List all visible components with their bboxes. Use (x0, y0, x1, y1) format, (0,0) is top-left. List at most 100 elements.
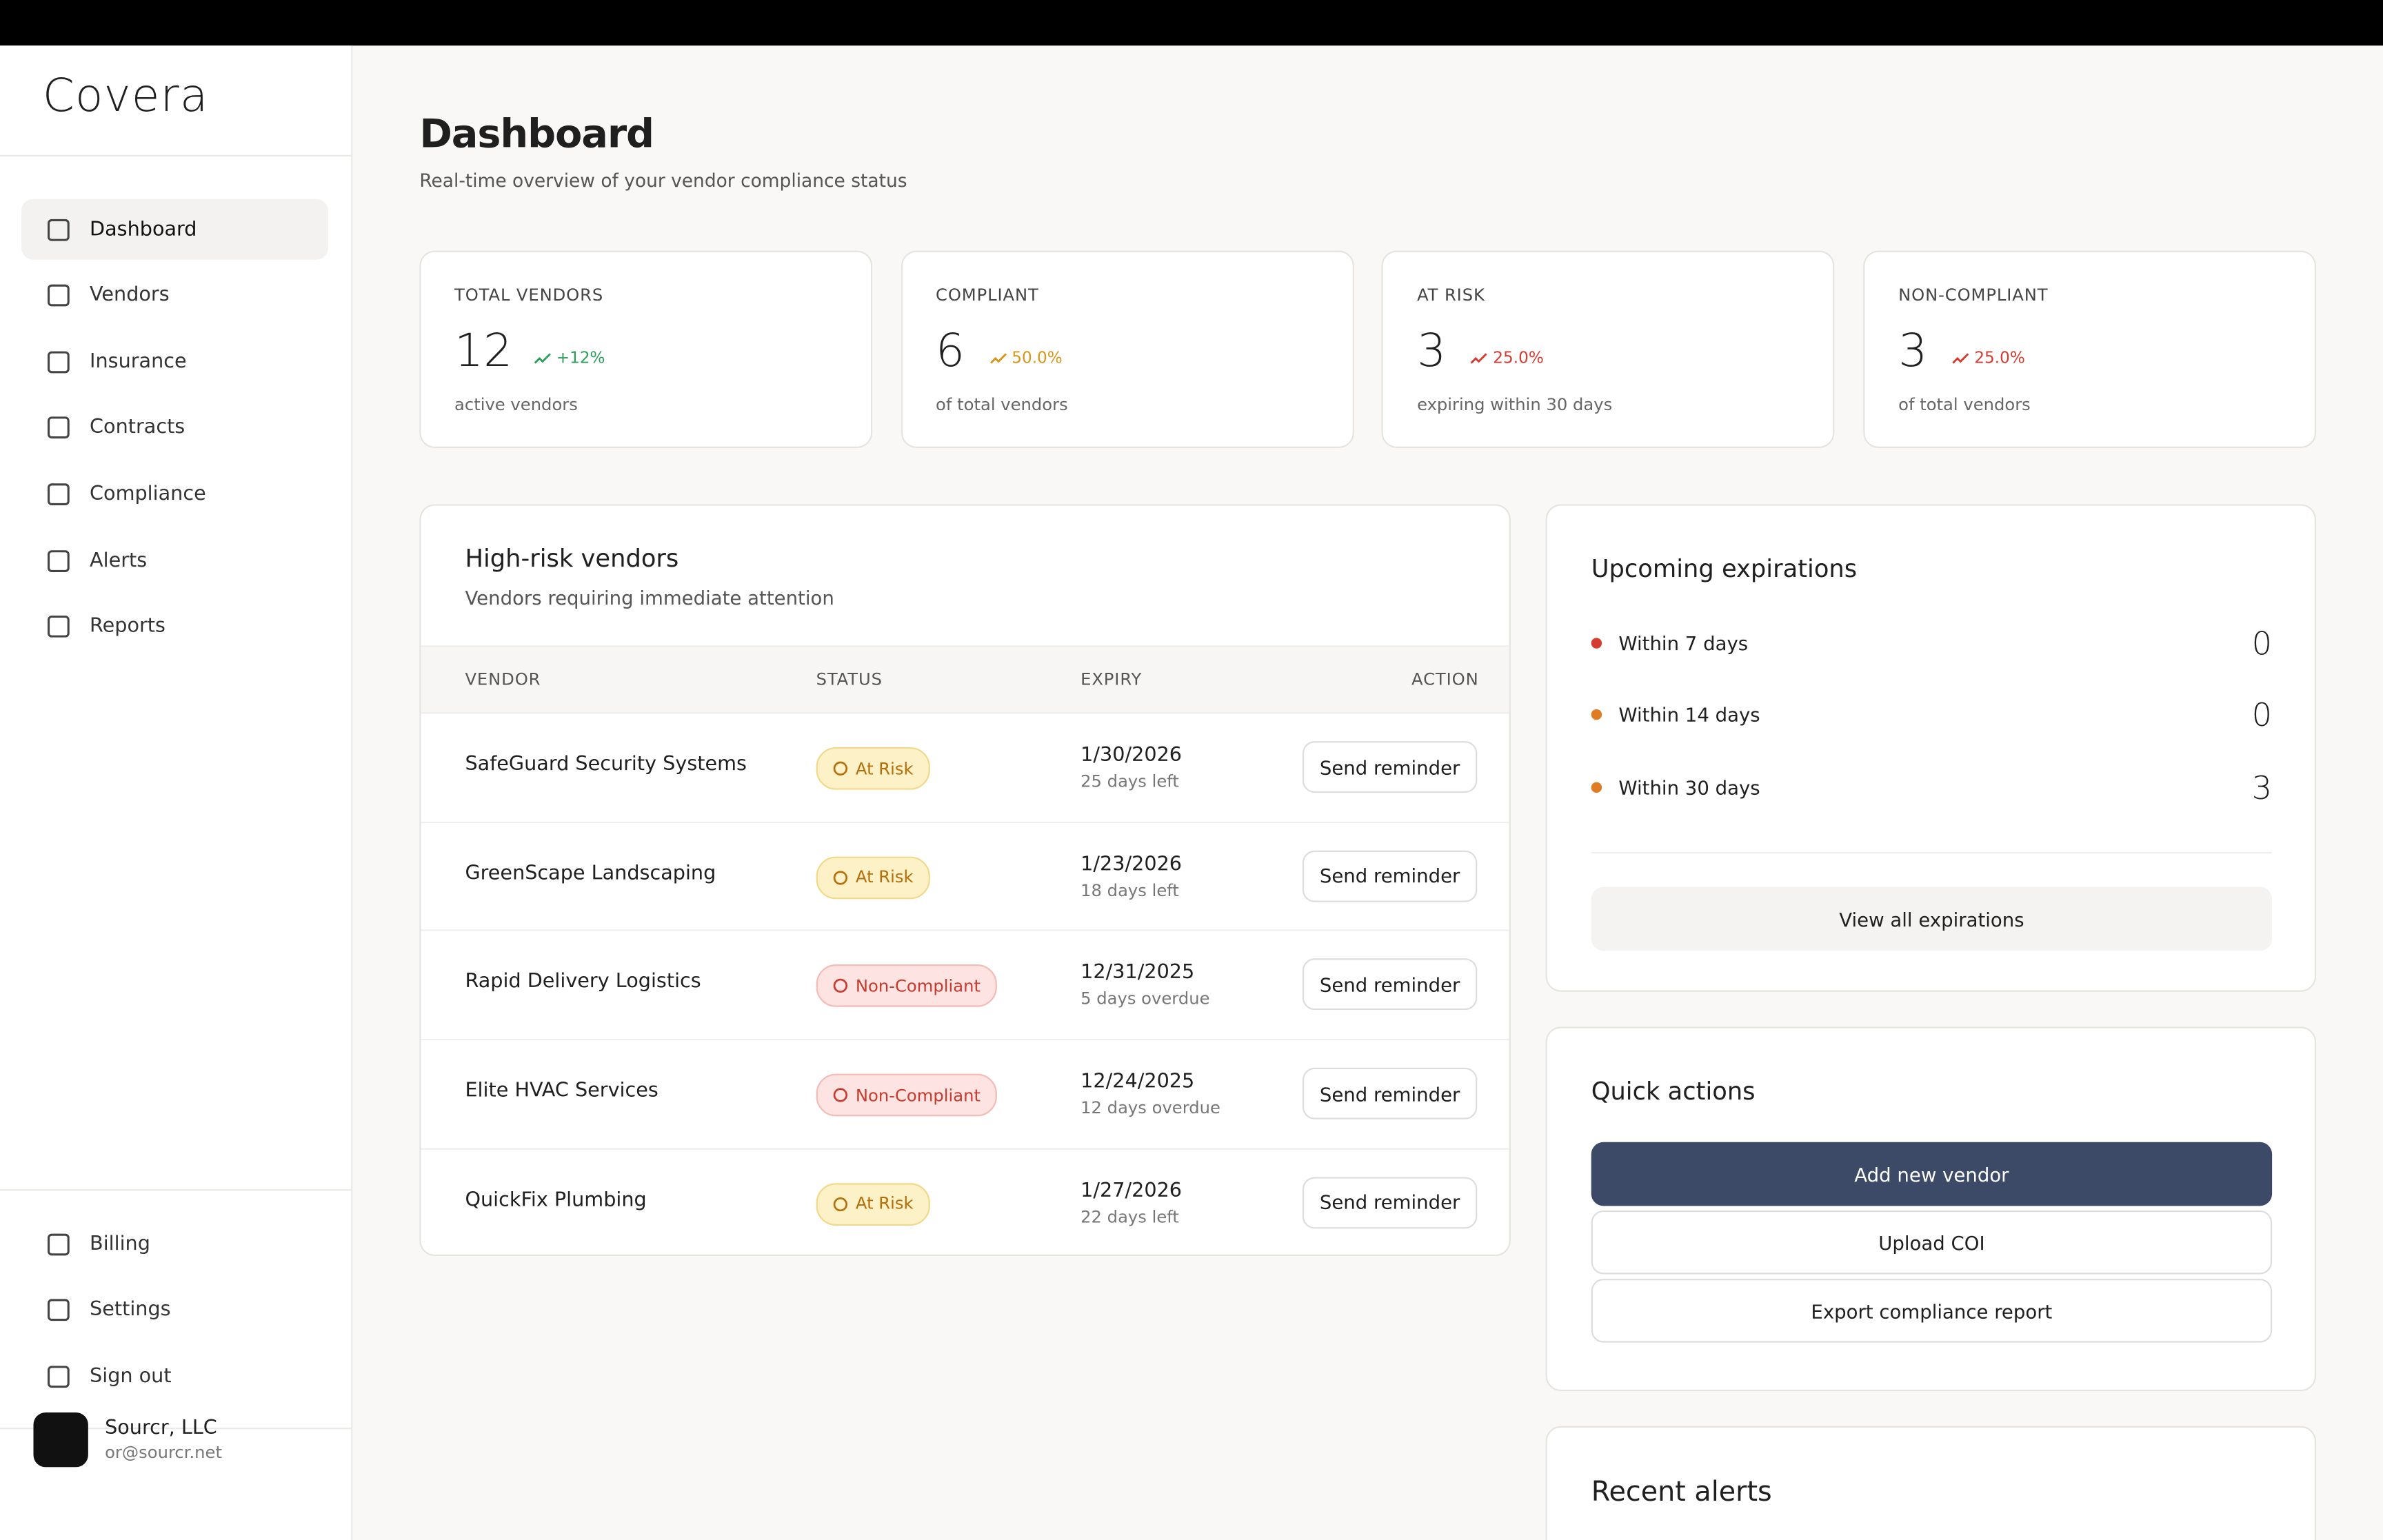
status-badge: At Risk (816, 855, 930, 899)
icon (47, 350, 70, 373)
nav-item[interactable]: Settings (21, 1279, 328, 1340)
status-badge: Non-Compliant (816, 1073, 998, 1117)
vendor-name: GreenScape Landscaping (465, 862, 716, 885)
expiration-item: Within 30 days 3 (1591, 769, 2272, 806)
action-button[interactable]: Export compliance report (1591, 1279, 2273, 1343)
expiry-date: 1/23/2026 (1080, 853, 1183, 876)
stat-card: TOTAL VENDORS 12 +12% active vendors (419, 250, 873, 448)
status-icon (833, 1197, 848, 1211)
column-header: VENDOR (465, 669, 541, 690)
icon (47, 284, 70, 307)
expiration-label: Within 14 days (1618, 703, 1760, 727)
dot (1591, 781, 1602, 793)
recent-alerts-card: Recent alerts (1545, 1426, 2317, 1540)
nav-item[interactable]: Sign out (21, 1346, 328, 1406)
reminder-button[interactable]: Send reminder (1302, 741, 1478, 793)
expiration-item: Within 7 days 0 (1591, 626, 2272, 662)
stat-note: of total vendors (1898, 394, 2031, 415)
account-email: or@sourcr.net (105, 1443, 222, 1463)
dot (1591, 638, 1602, 649)
table-row: GreenScape Landscaping At Risk 1/23/2026 18… (421, 821, 1509, 932)
stat-value: 3 (1898, 325, 1928, 378)
stat-change: 25.0% (1470, 349, 1544, 367)
expiry-remaining: 25 days left (1080, 771, 1179, 791)
expiry-date: 12/31/2025 (1080, 962, 1195, 985)
nav-label: Alerts (90, 549, 148, 572)
status-badge: At Risk (816, 747, 930, 790)
view-all-button[interactable]: View all expirations (1591, 886, 2273, 951)
nav-label: Compliance (90, 483, 206, 506)
nav-label: Insurance (90, 350, 187, 374)
avatar (33, 1412, 88, 1468)
vendor-name: Elite HVAC Services (465, 1080, 658, 1103)
nav-label: Sign out (90, 1364, 172, 1388)
stat-change: 50.0% (989, 349, 1063, 367)
high-risk-card: High-risk vendors Vendors requiring imme… (419, 504, 1511, 1257)
nav-item[interactable]: Compliance (21, 464, 328, 525)
nav-item[interactable]: Insurance (21, 332, 328, 392)
expiration-label: Within 30 days (1618, 775, 1760, 798)
stat-value: 6 (936, 325, 965, 378)
action-button[interactable]: Upload COI (1591, 1210, 2273, 1275)
stat-value: 12 (454, 325, 513, 378)
icon (47, 616, 70, 638)
reminder-button[interactable]: Send reminder (1302, 1068, 1478, 1119)
status-icon (833, 979, 848, 993)
reminder-button[interactable]: Send reminder (1302, 1177, 1478, 1228)
nav-item[interactable]: Vendors (21, 265, 328, 326)
nav-item[interactable]: Reports (21, 596, 328, 657)
stat-card: AT RISK 3 25.0% expiring within 30 days (1382, 250, 1836, 448)
vendor-name: Rapid Delivery Logistics (465, 971, 701, 994)
icon (47, 1299, 70, 1321)
card-title: Upcoming expirations (1591, 554, 1858, 584)
expiration-count: 0 (2251, 625, 2273, 662)
nav-label: Reports (90, 615, 165, 638)
divider (0, 1189, 352, 1191)
nav-item[interactable]: Billing (21, 1213, 328, 1274)
status-badge: At Risk (816, 1182, 930, 1226)
column-header: ACTION (1411, 669, 1479, 690)
expiry-date: 12/24/2025 (1080, 1071, 1195, 1094)
expirations-card: Upcoming expirations Within 7 days 0 Withi… (1545, 504, 2317, 992)
logo: Covera (42, 70, 209, 123)
nav-label: Dashboard (90, 218, 197, 241)
status-text: Non-Compliant (855, 976, 981, 997)
stat-label: COMPLIANT (936, 285, 1039, 305)
table-row: SafeGuard Security Systems At Risk 1/30/20… (421, 712, 1509, 823)
table-row: Rapid Delivery Logistics Non-Compliant 12/… (421, 930, 1509, 1041)
card-title: High-risk vendors (465, 543, 679, 573)
expiry-date: 1/30/2026 (1080, 744, 1183, 767)
divider (0, 1428, 352, 1430)
icon (47, 483, 70, 505)
icon (47, 416, 70, 439)
quick-actions-card: Quick actions Add new vendor Upload COI … (1545, 1026, 2317, 1392)
top-bar (0, 0, 2383, 46)
expiry-date: 1/27/2026 (1080, 1179, 1183, 1203)
primary-button[interactable]: Add new vendor (1591, 1142, 2273, 1206)
page-subtitle: Real-time overview of your vendor compli… (419, 170, 907, 192)
card-title: Quick actions (1591, 1077, 1756, 1106)
trend-icon (1471, 353, 1488, 364)
reminder-button[interactable]: Send reminder (1302, 850, 1478, 902)
expiration-count: 3 (2251, 769, 2273, 807)
page-title: Dashboard (419, 112, 654, 159)
nav-item[interactable]: Contracts (21, 398, 328, 458)
stat-card: NON-COMPLIANT 3 25.0% of total vendors (1863, 250, 2317, 448)
nav-label: Settings (90, 1298, 171, 1321)
nav-item[interactable]: Dashboard (21, 199, 329, 260)
nav-label: Billing (90, 1232, 150, 1255)
stat-change-text: 25.0% (1493, 349, 1544, 368)
account[interactable]: Sourcr, LLC or@sourcr.net (33, 1412, 222, 1468)
reminder-button[interactable]: Send reminder (1302, 959, 1478, 1011)
vendor-name: SafeGuard Security Systems (465, 753, 747, 776)
stat-label: AT RISK (1417, 285, 1485, 305)
nav-label: Vendors (90, 284, 170, 307)
stat-card: COMPLIANT 6 50.0% of total vendors (901, 250, 1354, 448)
stat-change-text: 50.0% (1012, 349, 1063, 368)
stat-note: expiring within 30 days (1417, 394, 1613, 415)
stat-label: NON-COMPLIANT (1898, 285, 2049, 305)
status-icon (833, 1088, 848, 1102)
nav-item[interactable]: Alerts (21, 530, 328, 591)
expiration-count: 0 (2251, 697, 2273, 734)
